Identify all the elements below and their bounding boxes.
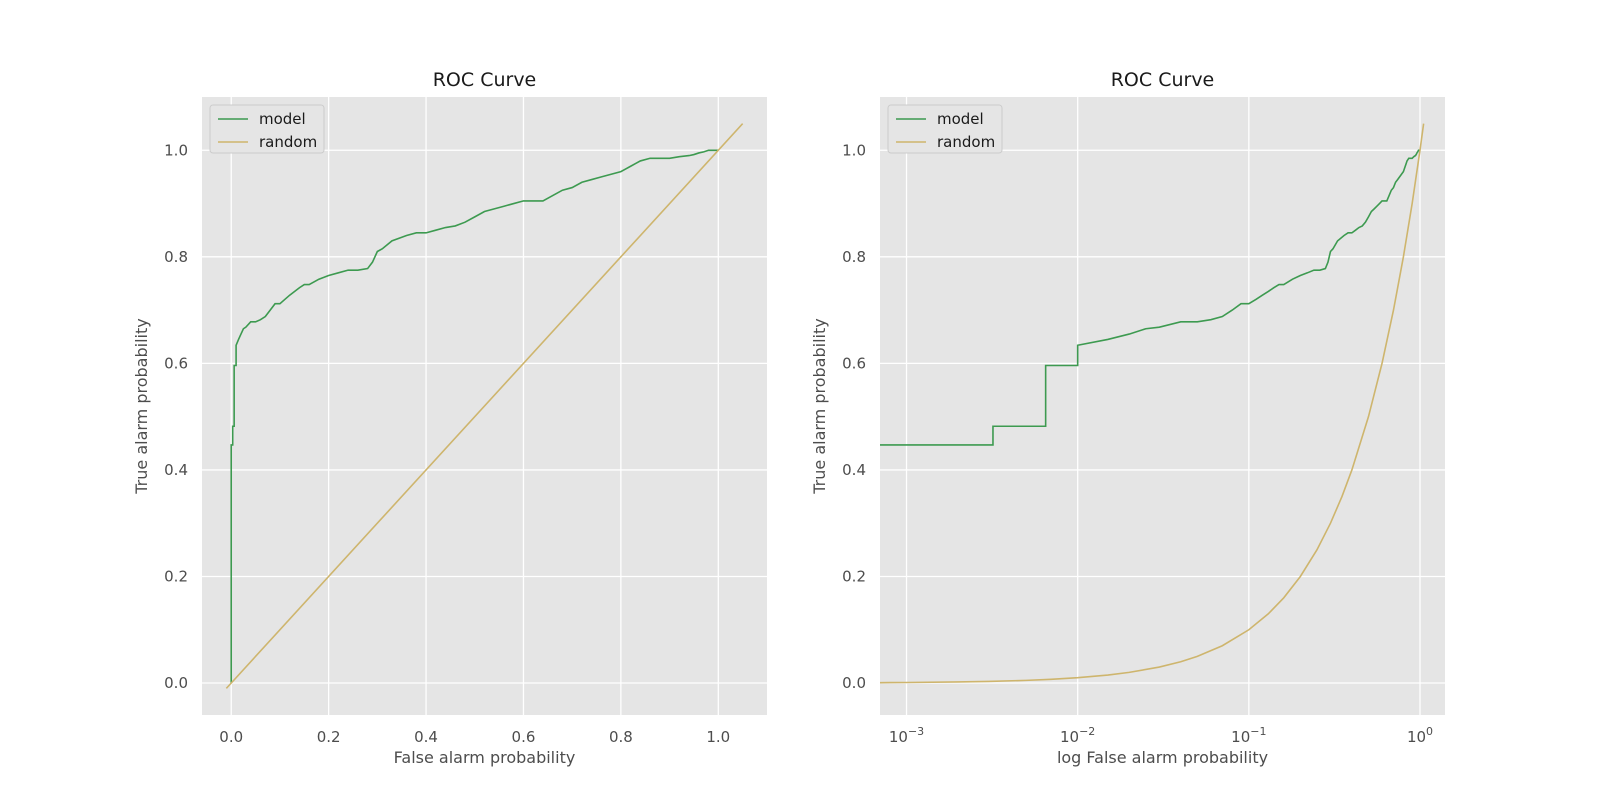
y-tick-label: 0.0 <box>842 674 866 692</box>
x-tick-label: 10−1 <box>1231 725 1266 746</box>
legend-label-model: model <box>937 110 984 128</box>
log-roc-chart: 10−3 10−2 10−1 100 0.0 0.2 0.4 0.6 0.8 1.0 ROC Cur… <box>810 69 1445 767</box>
plot-area <box>880 97 1445 715</box>
y-axis-label: True alarm probability <box>810 318 829 494</box>
y-tick-label: 0.0 <box>164 674 188 692</box>
legend-box <box>209 104 325 154</box>
series-line-model <box>230 149 719 684</box>
series-line-random <box>880 123 1425 684</box>
x-tick-label: 0.8 <box>609 728 633 746</box>
x-tick-label: 10−3 <box>889 725 924 746</box>
y-tick-label: 1.0 <box>842 141 866 159</box>
y-tick-label: 0.6 <box>164 354 188 372</box>
legend-box <box>887 104 1003 154</box>
x-tick-label: 0.2 <box>317 728 341 746</box>
legend-label-model: model <box>259 110 306 128</box>
x-tick-label: 0.6 <box>512 728 536 746</box>
y-tick-label: 0.8 <box>842 248 866 266</box>
y-tick-label: 0.2 <box>842 567 866 585</box>
x-axis-label: False alarm probability <box>394 748 576 767</box>
y-tick-label: 0.8 <box>164 248 188 266</box>
x-tick-label: 10−2 <box>1060 725 1095 746</box>
y-tick-label: 1.0 <box>164 141 188 159</box>
x-tick-label: 1.0 <box>706 728 730 746</box>
linear-roc-chart: 0.0 0.2 0.4 0.6 0.8 1.0 0.0 0.2 0.4 0.6 0.8 1.0 ROC … <box>132 69 767 767</box>
chart-title: ROC Curve <box>433 69 537 91</box>
x-tick-label: 100 <box>1407 725 1433 746</box>
x-tick-label: 0.4 <box>414 728 438 746</box>
y-tick-label: 0.4 <box>164 461 188 479</box>
x-axis-label: log False alarm probability <box>1057 748 1268 767</box>
legend: model random <box>209 104 325 154</box>
legend-label-random: random <box>259 133 317 151</box>
series-line-random <box>225 123 744 689</box>
x-tick-label: 0.0 <box>219 728 243 746</box>
series-line-model <box>880 149 1420 446</box>
y-tick-label: 0.4 <box>842 461 866 479</box>
y-axis-label: True alarm probability <box>132 318 151 494</box>
y-tick-label: 0.6 <box>842 354 866 372</box>
chart-title: ROC Curve <box>1111 69 1215 91</box>
legend: model random <box>887 104 1003 154</box>
legend-label-random: random <box>937 133 995 151</box>
y-tick-label: 0.2 <box>164 567 188 585</box>
